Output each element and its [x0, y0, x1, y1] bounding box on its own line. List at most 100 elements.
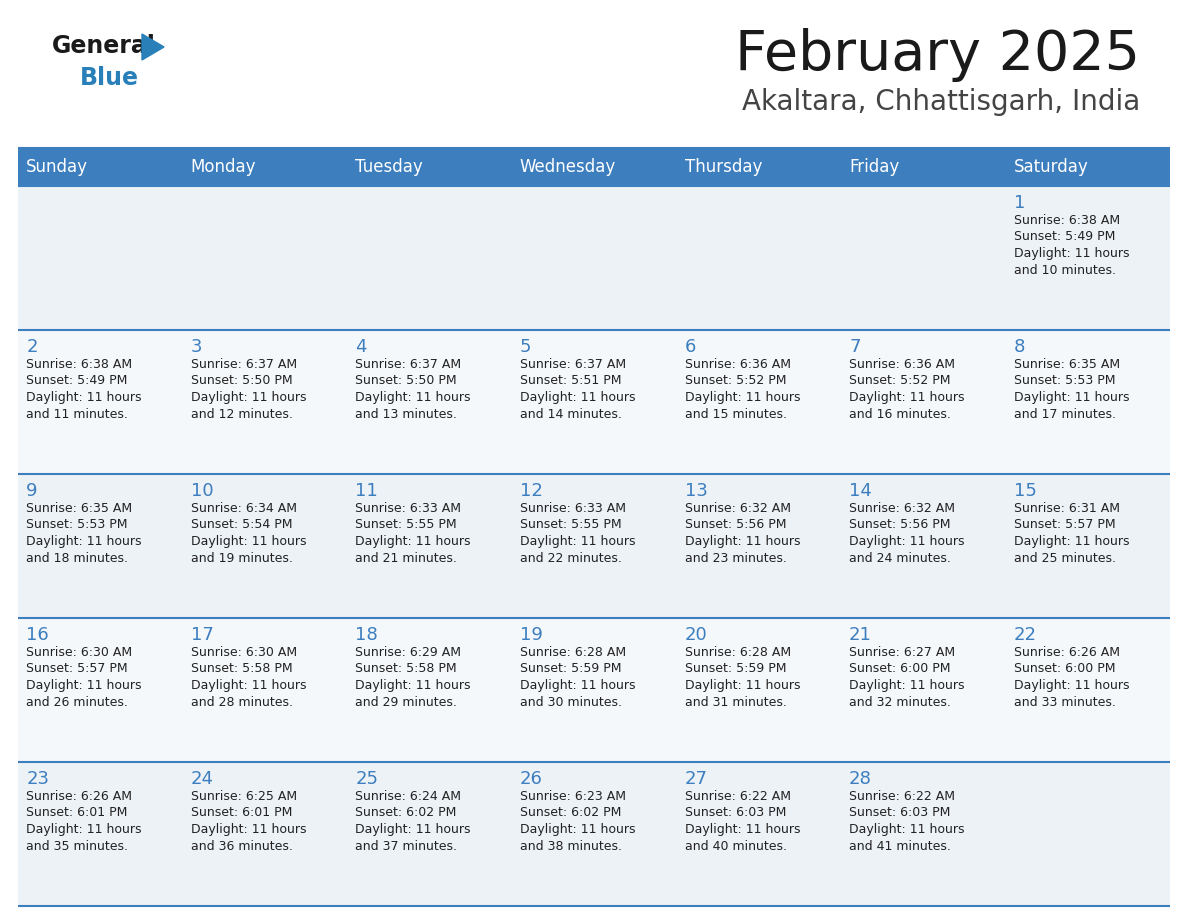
Text: Wednesday: Wednesday [520, 158, 617, 176]
Text: and 11 minutes.: and 11 minutes. [26, 408, 128, 420]
Text: 19: 19 [520, 626, 543, 644]
Text: Thursday: Thursday [684, 158, 762, 176]
Text: Daylight: 11 hours: Daylight: 11 hours [1013, 535, 1129, 548]
Text: Sunrise: 6:35 AM: Sunrise: 6:35 AM [1013, 358, 1120, 371]
Text: 22: 22 [1013, 626, 1037, 644]
Bar [18, 186, 183, 330]
Text: Sunrise: 6:28 AM: Sunrise: 6:28 AM [684, 646, 791, 659]
Bar [512, 186, 676, 330]
Text: Sunrise: 6:24 AM: Sunrise: 6:24 AM [355, 790, 461, 803]
Text: Sunrise: 6:33 AM: Sunrise: 6:33 AM [355, 502, 461, 515]
Text: 28: 28 [849, 770, 872, 788]
Text: Sunset: 6:03 PM: Sunset: 6:03 PM [849, 807, 950, 820]
Bar [18, 148, 183, 186]
Text: and 19 minutes.: and 19 minutes. [191, 552, 292, 565]
Text: 12: 12 [520, 482, 543, 500]
Text: Daylight: 11 hours: Daylight: 11 hours [26, 391, 141, 404]
Text: Daylight: 11 hours: Daylight: 11 hours [191, 823, 307, 836]
Text: Sunrise: 6:35 AM: Sunrise: 6:35 AM [26, 502, 132, 515]
Text: and 35 minutes.: and 35 minutes. [26, 839, 128, 853]
Text: Sunset: 5:59 PM: Sunset: 5:59 PM [684, 663, 786, 676]
Text: Blue: Blue [80, 66, 139, 90]
Text: Sunrise: 6:37 AM: Sunrise: 6:37 AM [191, 358, 297, 371]
Text: 15: 15 [1013, 482, 1037, 500]
Text: Sunrise: 6:36 AM: Sunrise: 6:36 AM [684, 358, 790, 371]
Text: Monday: Monday [191, 158, 257, 176]
Text: Sunrise: 6:36 AM: Sunrise: 6:36 AM [849, 358, 955, 371]
Bar [512, 618, 676, 762]
Text: Friday: Friday [849, 158, 899, 176]
Text: Sunset: 5:52 PM: Sunset: 5:52 PM [849, 375, 950, 387]
Text: Daylight: 11 hours: Daylight: 11 hours [355, 535, 470, 548]
Text: Sunrise: 6:34 AM: Sunrise: 6:34 AM [191, 502, 297, 515]
Text: Sunrise: 6:25 AM: Sunrise: 6:25 AM [191, 790, 297, 803]
Text: Daylight: 11 hours: Daylight: 11 hours [520, 535, 636, 548]
Text: Saturday: Saturday [1013, 158, 1088, 176]
Bar [18, 618, 183, 762]
Text: 25: 25 [355, 770, 378, 788]
Text: Sunrise: 6:30 AM: Sunrise: 6:30 AM [191, 646, 297, 659]
Bar [183, 762, 347, 906]
Text: Sunset: 5:49 PM: Sunset: 5:49 PM [1013, 230, 1116, 243]
Text: Daylight: 11 hours: Daylight: 11 hours [520, 823, 636, 836]
Text: Sunset: 6:02 PM: Sunset: 6:02 PM [355, 807, 456, 820]
Text: Sunset: 5:59 PM: Sunset: 5:59 PM [520, 663, 621, 676]
Bar [183, 474, 347, 618]
Text: Sunset: 6:00 PM: Sunset: 6:00 PM [1013, 663, 1116, 676]
Bar [347, 762, 512, 906]
Bar [183, 330, 347, 474]
Text: 8: 8 [1013, 338, 1025, 356]
Text: and 21 minutes.: and 21 minutes. [355, 552, 457, 565]
Text: Sunset: 5:53 PM: Sunset: 5:53 PM [26, 519, 128, 532]
Bar [1005, 186, 1170, 330]
Text: 26: 26 [520, 770, 543, 788]
Text: Sunset: 5:57 PM: Sunset: 5:57 PM [26, 663, 128, 676]
Bar [1005, 762, 1170, 906]
Text: Sunrise: 6:38 AM: Sunrise: 6:38 AM [1013, 214, 1120, 227]
Text: Sunset: 5:58 PM: Sunset: 5:58 PM [191, 663, 292, 676]
Text: Sunset: 6:01 PM: Sunset: 6:01 PM [26, 807, 127, 820]
Text: Daylight: 11 hours: Daylight: 11 hours [355, 391, 470, 404]
Text: Sunday: Sunday [26, 158, 88, 176]
Bar [841, 330, 1005, 474]
Bar [1005, 148, 1170, 186]
Text: Daylight: 11 hours: Daylight: 11 hours [191, 391, 307, 404]
Text: Daylight: 11 hours: Daylight: 11 hours [849, 391, 965, 404]
Text: Daylight: 11 hours: Daylight: 11 hours [849, 679, 965, 692]
Bar [676, 330, 841, 474]
Text: Daylight: 11 hours: Daylight: 11 hours [520, 391, 636, 404]
Text: Sunrise: 6:33 AM: Sunrise: 6:33 AM [520, 502, 626, 515]
Text: Sunset: 5:52 PM: Sunset: 5:52 PM [684, 375, 786, 387]
Text: and 23 minutes.: and 23 minutes. [684, 552, 786, 565]
Bar [512, 762, 676, 906]
Text: Daylight: 11 hours: Daylight: 11 hours [684, 535, 800, 548]
Bar [347, 330, 512, 474]
Text: 16: 16 [26, 626, 49, 644]
Text: and 15 minutes.: and 15 minutes. [684, 408, 786, 420]
Bar [512, 330, 676, 474]
Text: Sunset: 5:56 PM: Sunset: 5:56 PM [849, 519, 950, 532]
Text: Sunrise: 6:37 AM: Sunrise: 6:37 AM [355, 358, 461, 371]
Text: and 29 minutes.: and 29 minutes. [355, 696, 457, 709]
Text: Daylight: 11 hours: Daylight: 11 hours [684, 391, 800, 404]
Text: 23: 23 [26, 770, 49, 788]
Text: Sunrise: 6:30 AM: Sunrise: 6:30 AM [26, 646, 132, 659]
Text: Tuesday: Tuesday [355, 158, 423, 176]
Text: 4: 4 [355, 338, 367, 356]
Text: Sunset: 5:51 PM: Sunset: 5:51 PM [520, 375, 621, 387]
Text: and 33 minutes.: and 33 minutes. [1013, 696, 1116, 709]
Text: and 13 minutes.: and 13 minutes. [355, 408, 457, 420]
Text: and 36 minutes.: and 36 minutes. [191, 839, 292, 853]
Text: and 38 minutes.: and 38 minutes. [520, 839, 623, 853]
Bar [347, 618, 512, 762]
Text: 3: 3 [191, 338, 202, 356]
Text: Daylight: 11 hours: Daylight: 11 hours [191, 679, 307, 692]
Text: and 37 minutes.: and 37 minutes. [355, 839, 457, 853]
Bar [18, 330, 183, 474]
Text: and 41 minutes.: and 41 minutes. [849, 839, 950, 853]
Text: Daylight: 11 hours: Daylight: 11 hours [1013, 247, 1129, 260]
Text: Sunset: 5:57 PM: Sunset: 5:57 PM [1013, 519, 1116, 532]
Text: Sunrise: 6:32 AM: Sunrise: 6:32 AM [684, 502, 790, 515]
Bar [512, 148, 676, 186]
Text: and 17 minutes.: and 17 minutes. [1013, 408, 1116, 420]
